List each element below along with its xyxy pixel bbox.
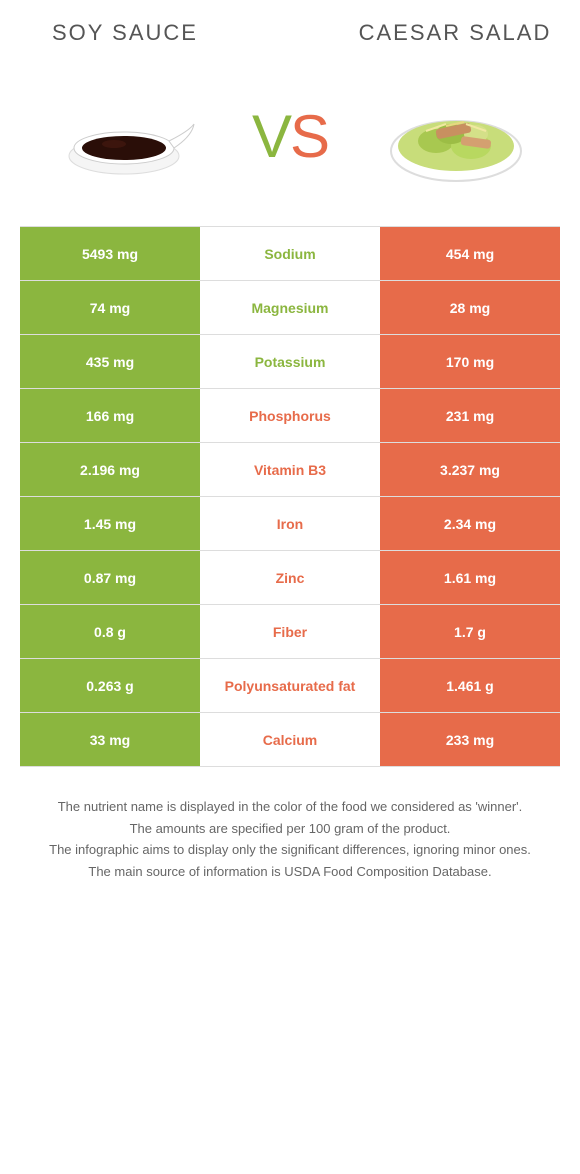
left-value-cell: 2.196 mg: [20, 443, 200, 496]
right-value-cell: 233 mg: [380, 713, 560, 766]
right-value-cell: 28 mg: [380, 281, 560, 334]
nutrient-label-cell: Polyunsaturated fat: [200, 659, 380, 712]
right-value-cell: 1.61 mg: [380, 551, 560, 604]
table-row: 1.45 mgIron2.34 mg: [20, 497, 560, 551]
right-value-cell: 170 mg: [380, 335, 560, 388]
table-row: 0.8 gFiber1.7 g: [20, 605, 560, 659]
table-row: 74 mgMagnesium28 mg: [20, 281, 560, 335]
soy-sauce-image: [44, 76, 204, 196]
table-row: 33 mgCalcium233 mg: [20, 713, 560, 767]
right-value-cell: 231 mg: [380, 389, 560, 442]
left-value-cell: 435 mg: [20, 335, 200, 388]
right-value-cell: 1.461 g: [380, 659, 560, 712]
left-value-cell: 166 mg: [20, 389, 200, 442]
nutrient-label-cell: Fiber: [200, 605, 380, 658]
nutrient-label-cell: Sodium: [200, 227, 380, 280]
nutrient-label-cell: Magnesium: [200, 281, 380, 334]
image-row: VS: [0, 56, 580, 226]
left-value-cell: 0.87 mg: [20, 551, 200, 604]
nutrient-table: 5493 mgSodium454 mg74 mgMagnesium28 mg43…: [20, 226, 560, 767]
nutrient-label-cell: Zinc: [200, 551, 380, 604]
nutrient-label-cell: Phosphorus: [200, 389, 380, 442]
right-value-cell: 2.34 mg: [380, 497, 560, 550]
left-value-cell: 33 mg: [20, 713, 200, 766]
right-food-title: Caesar salad: [330, 20, 580, 46]
table-row: 0.87 mgZinc1.61 mg: [20, 551, 560, 605]
caesar-salad-image: [376, 76, 536, 196]
footer-notes: The nutrient name is displayed in the co…: [20, 797, 560, 881]
nutrient-label-cell: Potassium: [200, 335, 380, 388]
table-row: 5493 mgSodium454 mg: [20, 227, 560, 281]
left-value-cell: 74 mg: [20, 281, 200, 334]
left-value-cell: 0.263 g: [20, 659, 200, 712]
nutrient-label-cell: Vitamin B3: [200, 443, 380, 496]
right-value-cell: 3.237 mg: [380, 443, 560, 496]
footer-line-3: The infographic aims to display only the…: [20, 840, 560, 860]
header-spacer: [250, 20, 330, 46]
table-row: 166 mgPhosphorus231 mg: [20, 389, 560, 443]
table-row: 0.263 gPolyunsaturated fat1.461 g: [20, 659, 560, 713]
footer-line-1: The nutrient name is displayed in the co…: [20, 797, 560, 817]
left-food-title: Soy sauce: [0, 20, 250, 46]
table-row: 435 mgPotassium170 mg: [20, 335, 560, 389]
header-row: Soy sauce Caesar salad: [0, 0, 580, 56]
left-value-cell: 0.8 g: [20, 605, 200, 658]
footer-line-2: The amounts are specified per 100 gram o…: [20, 819, 560, 839]
vs-v-letter: V: [252, 103, 290, 170]
left-value-cell: 1.45 mg: [20, 497, 200, 550]
footer-line-4: The main source of information is USDA F…: [20, 862, 560, 882]
vs-label: VS: [252, 102, 328, 171]
left-value-cell: 5493 mg: [20, 227, 200, 280]
table-row: 2.196 mgVitamin B33.237 mg: [20, 443, 560, 497]
right-value-cell: 1.7 g: [380, 605, 560, 658]
right-value-cell: 454 mg: [380, 227, 560, 280]
nutrient-label-cell: Iron: [200, 497, 380, 550]
nutrient-label-cell: Calcium: [200, 713, 380, 766]
vs-s-letter: S: [290, 103, 328, 170]
